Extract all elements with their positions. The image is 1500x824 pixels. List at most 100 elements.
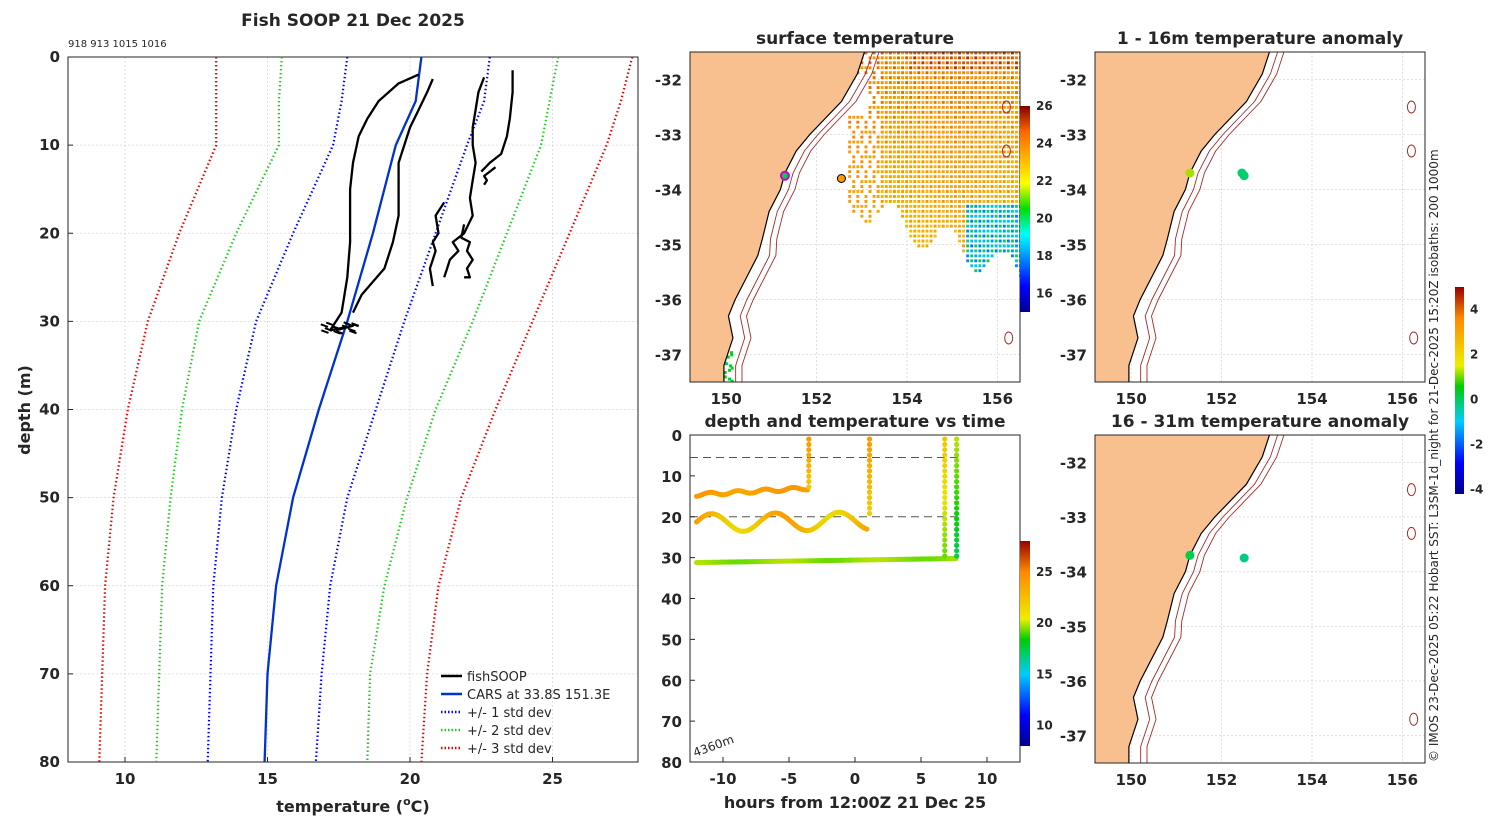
sst-cell xyxy=(929,214,933,218)
sst-cell xyxy=(868,91,872,94)
sst-cell xyxy=(949,61,953,65)
sst-cell xyxy=(982,91,986,94)
sst-cell xyxy=(986,130,990,134)
sst-cell xyxy=(945,224,949,228)
sst-cell xyxy=(990,130,994,134)
sst-cell xyxy=(852,180,856,184)
sst-cell xyxy=(905,199,909,203)
sst-cell xyxy=(994,224,998,228)
depth-time-x-tick: 0 xyxy=(850,770,860,788)
sst-cell xyxy=(978,125,982,129)
sst-cell xyxy=(978,254,982,258)
sst-cell xyxy=(990,71,994,75)
sst-cell xyxy=(892,185,896,188)
sst-cell xyxy=(848,190,852,193)
sst-cell xyxy=(897,204,900,208)
sst-cell xyxy=(994,229,998,233)
anomaly-16-31m-lat-tick: -37 xyxy=(1060,728,1087,746)
sst-cell xyxy=(888,199,892,203)
sst-cell xyxy=(933,214,937,218)
sst-cell xyxy=(970,254,974,258)
sst-cell xyxy=(880,52,884,55)
profile-x-label: temperature (oC) xyxy=(276,795,429,816)
sst-cell xyxy=(876,190,880,193)
sst-cell xyxy=(872,175,876,179)
sst-cell xyxy=(1010,56,1014,60)
depth-time-point xyxy=(942,457,948,463)
depth-time-grid xyxy=(690,456,961,518)
sst-cell xyxy=(897,135,900,139)
sst-cell xyxy=(925,145,929,149)
sst-cell xyxy=(998,165,1002,169)
sst-cell xyxy=(962,130,966,134)
sst-cell xyxy=(970,214,974,218)
depth-time-point xyxy=(866,494,873,501)
sst-cell xyxy=(1010,71,1014,75)
profile-y-label: depth (m) xyxy=(15,365,34,455)
sst-cell xyxy=(954,135,957,139)
sst-cell xyxy=(958,170,961,174)
sst-cell xyxy=(888,105,892,109)
sst-cell xyxy=(941,115,945,119)
sst-cell xyxy=(909,195,913,198)
sst-lon-tick: 156 xyxy=(982,390,1013,408)
sst-cell xyxy=(1010,249,1014,253)
sst-cell xyxy=(941,190,945,193)
sst-cell xyxy=(876,61,880,65)
sst-cell xyxy=(888,96,892,99)
sst-cell xyxy=(978,214,982,218)
sst-cell xyxy=(925,76,929,80)
sst-cell xyxy=(1010,214,1014,218)
sst-cell xyxy=(994,96,998,99)
sst-cell xyxy=(1006,86,1010,89)
depth-time-point xyxy=(942,436,948,442)
sst-cell xyxy=(897,100,900,104)
profile-series-fishsoop-3 xyxy=(480,70,514,173)
profile-x-tick-label: 10 xyxy=(115,770,136,788)
depth-time-point xyxy=(866,478,873,485)
sst-cell xyxy=(1002,76,1006,80)
sst-cell xyxy=(1015,244,1018,248)
sst-cell xyxy=(1010,140,1014,144)
sst-cell xyxy=(1015,71,1018,75)
sst-cell xyxy=(848,170,852,174)
depth-time-y-tick: 20 xyxy=(661,509,682,527)
sst-cell xyxy=(913,140,917,144)
sst-cell xyxy=(945,175,949,179)
sst-cell xyxy=(966,160,970,164)
sst-cell xyxy=(1002,175,1006,179)
sst-cell xyxy=(1002,180,1006,184)
sst-cell xyxy=(990,234,994,238)
sst-isobath xyxy=(735,52,874,382)
sst-cell xyxy=(1006,185,1010,188)
profile-fishsoop-jitter xyxy=(325,321,334,327)
sst-cell xyxy=(970,209,974,213)
sst-cell xyxy=(945,115,949,119)
sst-cell xyxy=(913,214,917,218)
depth-time-point xyxy=(942,473,948,479)
sst-cell xyxy=(921,239,925,243)
sst-cell xyxy=(897,91,900,94)
sst-cell xyxy=(954,56,957,60)
sst-cell xyxy=(913,110,917,114)
sst-cell xyxy=(1010,145,1014,149)
sst-cell xyxy=(1010,244,1014,248)
sst-cell xyxy=(962,195,966,198)
sst-cell xyxy=(966,145,970,149)
sst-cell xyxy=(941,91,945,94)
sst-cell xyxy=(880,81,884,85)
sst-cell xyxy=(892,190,896,193)
sst-cell xyxy=(958,150,961,154)
sst-cell xyxy=(1015,86,1018,89)
sst-cell xyxy=(954,76,957,80)
sst-cell xyxy=(998,214,1002,218)
sst-cell xyxy=(958,195,961,198)
sst-cell xyxy=(1015,56,1018,60)
anomaly-1-16m-lon-tick: 156 xyxy=(1387,390,1418,408)
sst-cell xyxy=(880,190,884,193)
sst-cell xyxy=(974,145,978,149)
anomaly-16-31m-seamount xyxy=(1409,712,1419,726)
sst-cell xyxy=(884,145,888,149)
sst-cell-coastal xyxy=(724,362,728,366)
sst-cell xyxy=(970,165,974,169)
